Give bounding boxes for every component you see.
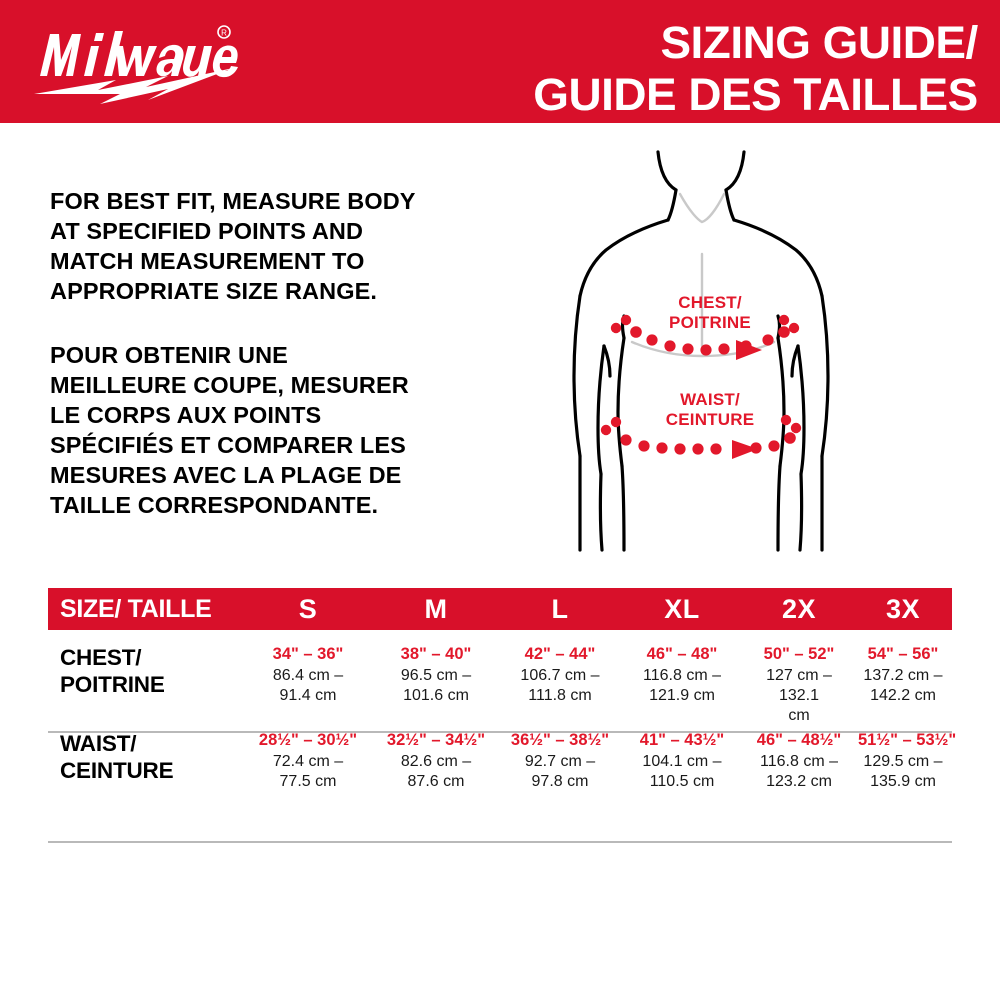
size-header-3x: 3X xyxy=(885,593,921,624)
waist-cell-m: 32½" – 34½" 82.6 cm – 87.6 cm xyxy=(372,730,500,792)
waist-inches-3x: 51½" – 53½" xyxy=(858,731,957,749)
size-header-m: M xyxy=(424,593,448,624)
waist-inches-l: 36½" – 38½" xyxy=(510,731,610,749)
waist-cm-s: 72.4 cm – 77.5 cm xyxy=(272,753,344,790)
waist-measure-band xyxy=(600,414,802,459)
milwaukee-lightning-logo: R xyxy=(28,18,238,110)
header-title: SIZING GUIDE/ GUIDE DES TAILLES xyxy=(534,17,979,121)
chest-cell-3x: 54" – 56" 137.2 cm – 142.2 cm xyxy=(854,644,952,706)
waist-cm-3x: 129.5 cm – 135.9 cm xyxy=(863,753,943,790)
chest-cell-xl: 46" – 48" 116.8 cm – 121.9 cm xyxy=(620,644,744,706)
chest-inches-m: 38" – 40" xyxy=(400,645,472,663)
waist-cm-m: 82.6 cm – 87.6 cm xyxy=(400,753,472,790)
chest-cm-2x: 127 cm – 132.1 cm xyxy=(766,667,832,724)
chest-inches-3x: 54" – 56" xyxy=(867,645,939,663)
table-row-waist: WAIST/ CEINTURE 28½" – 30½" 72.4 cm – 77… xyxy=(48,716,957,826)
chest-inches-l: 42" – 44" xyxy=(524,645,596,663)
table-row-chest: CHEST/ POITRINE 34" – 36" 86.4 cm – 91.4… xyxy=(48,630,952,724)
waist-cell-3x: 51½" – 53½" 129.5 cm – 135.9 cm xyxy=(854,730,957,792)
chest-cm-l: 106.7 cm – 111.8 cm xyxy=(520,667,600,704)
waist-cell-2x: 46" – 48½" 116.8 cm – 123.2 cm xyxy=(744,730,854,792)
chest-cell-m: 38" – 40" 96.5 cm – 101.6 cm xyxy=(372,644,500,706)
chest-inches-s: 34" – 36" xyxy=(272,645,344,663)
body-measurement-diagram: CHEST/ POITRINE WAIST/ CEINTURE xyxy=(540,150,880,570)
sizing-table: SIZE/ TAILLE S M L XL 2X 3X CHEST/ POITR… xyxy=(48,588,957,826)
table-header-row-label: SIZE/ TAILLE xyxy=(60,594,212,623)
chest-diagram-label: CHEST/ POITRINE xyxy=(669,293,751,332)
waist-cell-l: 36½" – 38½" 92.7 cm – 97.8 cm xyxy=(500,730,620,792)
waist-inches-2x: 46" – 48½" xyxy=(756,731,842,749)
chest-cell-s: 34" – 36" 86.4 cm – 91.4 cm xyxy=(244,644,372,706)
waist-cell-s: 28½" – 30½" 72.4 cm – 77.5 cm xyxy=(244,730,372,792)
chest-cell-2x: 50" – 52" 127 cm – 132.1 cm xyxy=(744,644,854,726)
instructions-french: POUR OBTENIR UNE MEILLEURE COUPE, MESURE… xyxy=(50,342,409,518)
row-label-waist: WAIST/ CEINTURE xyxy=(60,731,174,783)
chest-cm-3x: 137.2 cm – 142.2 cm xyxy=(863,667,943,704)
waist-inches-m: 32½" – 34½" xyxy=(386,731,486,749)
table-header-row: SIZE/ TAILLE S M L XL 2X 3X xyxy=(48,588,952,630)
chest-cm-s: 86.4 cm – 91.4 cm xyxy=(272,667,344,704)
instructions-block: FOR BEST FIT, MEASURE BODY AT SPECIFIED … xyxy=(50,186,520,520)
chest-cell-l: 42" – 44" 106.7 cm – 111.8 cm xyxy=(500,644,620,706)
waist-cm-xl: 104.1 cm – 110.5 cm xyxy=(642,753,722,790)
chest-cm-xl: 116.8 cm – 121.9 cm xyxy=(643,667,721,704)
header-banner: R SIZING GUIDE/ GUIDE DES TAILLES xyxy=(0,0,1000,123)
table-divider-middle xyxy=(48,731,952,733)
waist-cm-2x: 116.8 cm – 123.2 cm xyxy=(760,753,838,790)
size-header-xl: XL xyxy=(664,593,700,624)
waist-diagram-label: WAIST/ CEINTURE xyxy=(665,390,755,429)
waist-cm-l: 92.7 cm – 97.8 cm xyxy=(524,753,596,790)
waist-inches-s: 28½" – 30½" xyxy=(258,731,358,749)
waist-inches-xl: 41" – 43½" xyxy=(639,731,725,749)
svg-text:R: R xyxy=(221,29,227,38)
instructions-english: FOR BEST FIT, MEASURE BODY AT SPECIFIED … xyxy=(50,188,416,304)
title-line-french: GUIDE DES TAILLES xyxy=(533,69,979,120)
chest-inches-xl: 46" – 48" xyxy=(646,645,718,663)
size-header-s: S xyxy=(298,593,318,624)
waist-cell-xl: 41" – 43½" 104.1 cm – 110.5 cm xyxy=(620,730,744,792)
row-label-chest: CHEST/ POITRINE xyxy=(60,645,165,697)
chest-measure-band xyxy=(610,314,800,360)
size-header-2x: 2X xyxy=(781,593,817,624)
chest-cm-m: 96.5 cm – 101.6 cm xyxy=(400,667,472,704)
chest-inches-2x: 50" – 52" xyxy=(763,645,835,663)
title-line-english: SIZING GUIDE/ xyxy=(660,17,979,68)
size-header-l: L xyxy=(551,593,569,624)
table-divider-bottom xyxy=(48,841,952,843)
